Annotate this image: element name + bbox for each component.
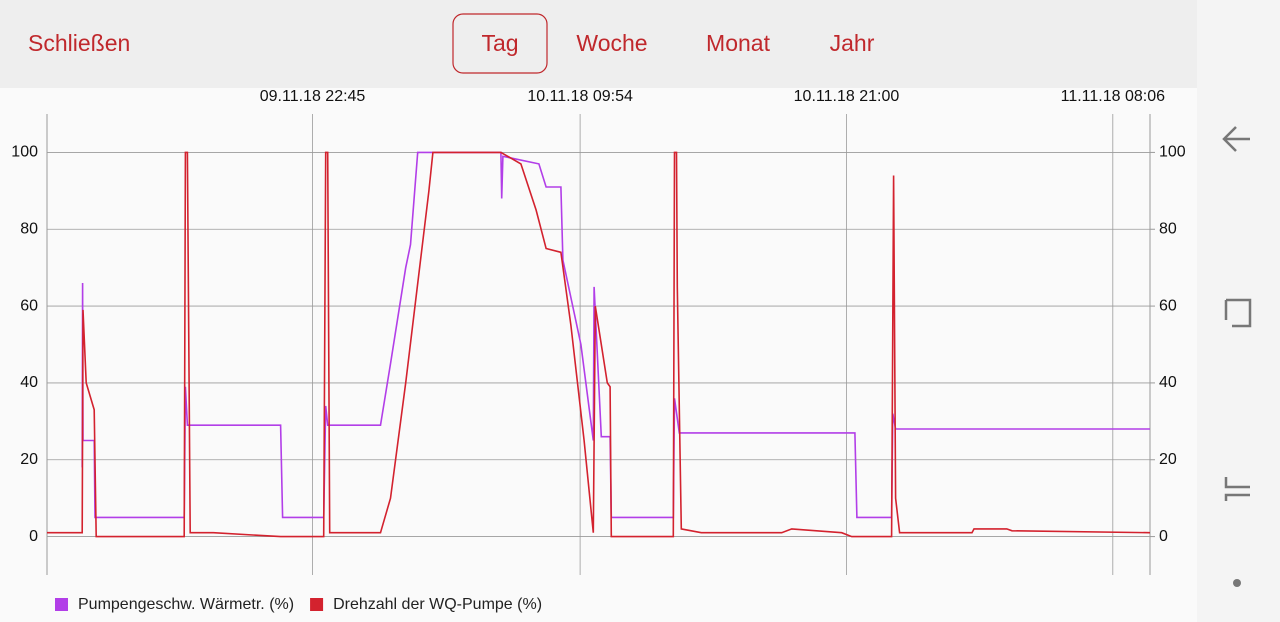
y-tick-label: 100 — [11, 144, 38, 161]
selected-tab-frame — [452, 13, 548, 74]
back-icon[interactable] — [1222, 126, 1250, 152]
home-icon[interactable] — [1224, 298, 1252, 328]
y2-tick-label: 80 — [1159, 220, 1177, 237]
x-tick-label: 10.11.18 21:00 — [794, 88, 900, 105]
y-tick-label: 80 — [20, 220, 38, 237]
y2-tick-label: 100 — [1159, 144, 1186, 161]
nav-icons — [1222, 126, 1252, 587]
dot-icon[interactable] — [1233, 579, 1241, 587]
y2-tick-label: 20 — [1159, 451, 1177, 468]
legend-label: Drehzahl der WQ-Pumpe (%) — [333, 596, 542, 613]
x-tick-label: 09.11.18 22:45 — [260, 88, 366, 105]
legend-label: Pumpengeschw. Wärmetr. (%) — [78, 596, 294, 613]
series-line — [81, 151, 1150, 519]
top-bar — [0, 0, 1197, 88]
legend-swatch — [55, 598, 68, 611]
y-tick-label: 20 — [20, 451, 38, 468]
y2-tick-label: 40 — [1159, 374, 1177, 391]
series-line — [47, 151, 1151, 538]
y-tick-label: 60 — [20, 297, 38, 314]
tab[interactable]: Tag — [481, 30, 518, 56]
chart-background — [0, 0, 1197, 622]
tab[interactable]: Jahr — [830, 30, 875, 56]
y-tick-label: 0 — [29, 528, 38, 545]
tab[interactable]: Monat — [706, 30, 771, 56]
recent-icon[interactable] — [1224, 477, 1250, 501]
y2-tick-label: 0 — [1159, 528, 1168, 545]
x-tick-label: 10.11.18 09:54 — [527, 88, 633, 105]
legend-swatch — [310, 598, 324, 611]
nav-bar — [1197, 0, 1280, 622]
y2-tick-label: 60 — [1159, 297, 1177, 314]
x-tick-label: 11.11.18 08:06 — [1061, 88, 1165, 105]
y-tick-label: 40 — [20, 374, 38, 391]
tab[interactable]: Woche — [576, 30, 647, 56]
close-button[interactable]: Schließen — [28, 30, 130, 56]
